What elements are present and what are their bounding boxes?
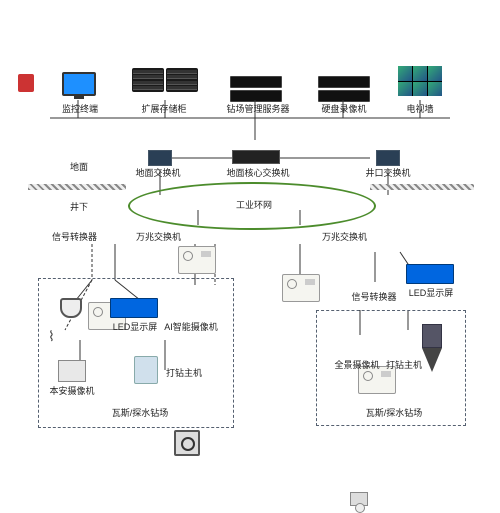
ten-g-switch-right-icon	[282, 274, 320, 302]
sig-converter-left-label: 信号转换器	[52, 230, 96, 243]
underground-label: 井下	[64, 200, 94, 213]
storage-group	[132, 68, 198, 92]
drill-host-right-label: 打钻主机	[382, 358, 426, 371]
monitor-terminal-icon	[62, 72, 96, 96]
sig-converter-right-label: 信号转换器	[346, 290, 402, 303]
led-left-icon	[110, 298, 158, 318]
drill-host-left-label: 打钻主机	[162, 366, 206, 379]
dvr-icon	[318, 76, 370, 102]
safe-camera-icon	[58, 360, 86, 382]
storage-label: 扩展存储柜	[132, 102, 196, 115]
divider-right	[370, 184, 474, 190]
panorama-camera-label: 全景摄像机	[330, 358, 384, 371]
surface-switch-label: 地面交换机	[130, 166, 186, 179]
ai-camera-icon	[174, 430, 200, 456]
tv-wall-label: 电视墙	[400, 102, 440, 115]
wellhead-switch-label: 井口交换机	[360, 166, 416, 179]
ten-g-switch-left-icon	[178, 246, 216, 274]
core-switch-label: 地面核心交换机	[214, 166, 302, 179]
ring-net-label: 工业环网	[232, 198, 276, 211]
surface-label: 地面	[64, 160, 94, 173]
mgmt-server-label: 钻场管理服务器	[222, 102, 294, 115]
led-left-label: LED显示屏	[110, 320, 160, 333]
panorama-camera-icon	[350, 492, 368, 506]
misc-device-icon	[18, 74, 34, 92]
ten-g-switch-right-label: 万兆交换机	[322, 230, 366, 243]
ai-camera-label: AI智能摄像机	[160, 320, 222, 333]
ten-g-switch-left-label: 万兆交换机	[136, 230, 180, 243]
led-right-label: LED显示屏	[406, 286, 456, 299]
drill-host-left-icon	[134, 356, 158, 384]
led-right-icon	[406, 264, 454, 284]
zone-right-label: 瓦斯/探水钻场	[358, 406, 430, 419]
divider-left	[28, 184, 126, 190]
wellhead-switch-icon	[376, 150, 400, 166]
zone-left-label: 瓦斯/探水钻场	[104, 406, 176, 419]
surface-switch-l-icon	[148, 150, 172, 166]
wireless-icon: ⌇	[48, 328, 55, 345]
mgmt-server-icon	[230, 76, 282, 102]
core-switch-icon	[232, 150, 280, 164]
camera-dome-left-icon	[60, 298, 82, 318]
tv-wall-icon	[398, 66, 442, 96]
safe-camera-label: 本安摄像机	[46, 384, 98, 397]
dvr-label: 硬盘录像机	[314, 102, 374, 115]
monitor-terminal-label: 监控终端	[56, 102, 104, 115]
